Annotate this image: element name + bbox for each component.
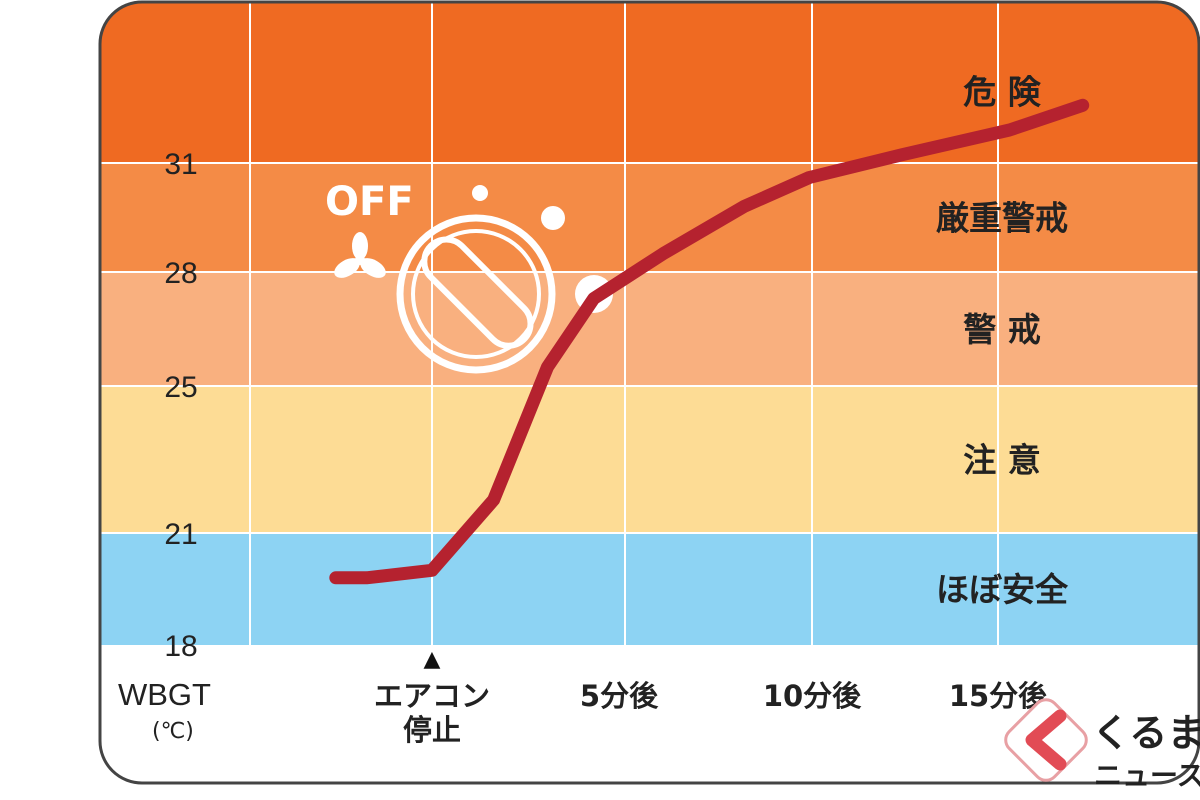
y-tick-label: 31 <box>164 148 197 181</box>
zone-label: ほぼ安全 <box>936 570 1069 609</box>
axis-area <box>100 645 1199 783</box>
y-tick-label: 28 <box>164 257 197 290</box>
prohibited-knob-icon <box>396 214 556 374</box>
y-tick-label: 21 <box>164 518 197 551</box>
logo-mark-icon <box>1004 698 1088 782</box>
zone-label: 危 険 <box>963 73 1041 112</box>
fan-icon <box>334 232 386 278</box>
y-tick-label: 18 <box>164 630 197 663</box>
zone-band <box>100 533 1199 645</box>
zone-labels: ほぼ安全 注 意 警 戒 厳重警戒 危 険 <box>936 73 1069 610</box>
aircon-stop-marker: ▲ <box>424 647 441 672</box>
y-tick-labels: 18 21 25 28 31 <box>164 148 197 663</box>
grid <box>100 2 1199 645</box>
zone-label: 警 戒 <box>963 310 1041 349</box>
x-tick-label: 停止 <box>403 713 461 747</box>
zone-label: 厳重警戒 <box>936 199 1068 238</box>
x-tick-label: 10分後 <box>763 679 862 713</box>
zone-band <box>100 272 1199 386</box>
zone-band <box>100 2 1199 163</box>
zone-label: 注 意 <box>963 441 1041 480</box>
aircon-off-icon: OFF <box>325 179 613 374</box>
logo-text-bottom: ニュース <box>1094 759 1200 792</box>
zone-band <box>100 163 1199 272</box>
y-axis-unit: (℃) <box>152 719 194 744</box>
y-tick-label: 25 <box>164 371 197 404</box>
zone-band <box>100 386 1199 533</box>
kurumanonews-logo: くるまの ニュース <box>1004 698 1200 792</box>
x-tick-label: エアコン <box>374 679 490 713</box>
bubble-icon <box>472 185 488 201</box>
y-axis-label: WBGT <box>118 677 211 712</box>
x-tick-label: 5分後 <box>580 679 659 713</box>
chart-frame <box>98 0 1200 785</box>
logo-text-top: くるまの <box>1092 711 1200 755</box>
bubble-icon <box>541 206 565 230</box>
wbgt-series-line <box>329 98 1090 585</box>
off-label: OFF <box>325 179 414 225</box>
